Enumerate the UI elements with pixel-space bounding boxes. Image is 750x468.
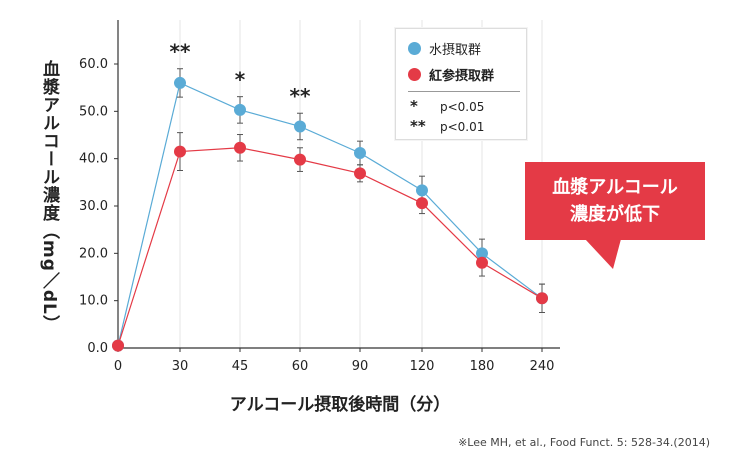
series-line-1 bbox=[117, 147, 543, 346]
significance-mark-45: * bbox=[235, 68, 246, 92]
legend-label-ginseng: 紅参摂取群 bbox=[429, 69, 495, 84]
callout-tail bbox=[585, 239, 621, 269]
y-tick-label: 20.0 bbox=[79, 246, 108, 261]
legend-item-ginseng: 紅参摂取群 bbox=[408, 65, 494, 84]
y-tick-label: 60.0 bbox=[79, 57, 108, 72]
data-point-1-240 bbox=[536, 292, 548, 305]
legend-sig-01-text: p<0.01 bbox=[440, 120, 485, 134]
legend-label-water: 水摂取群 bbox=[429, 43, 482, 58]
data-point-0-180 bbox=[476, 247, 488, 260]
legend-marker-ginseng bbox=[408, 68, 421, 81]
legend-sig-05: * p<0.05 bbox=[410, 97, 484, 115]
data-point-1-60 bbox=[294, 153, 306, 166]
significance-mark-30: ** bbox=[170, 40, 191, 64]
y-tick-label: 50.0 bbox=[79, 104, 108, 119]
y-tick-label: 0.0 bbox=[87, 341, 108, 356]
legend-divider bbox=[408, 91, 520, 92]
x-tick-label: 180 bbox=[470, 359, 495, 374]
data-point-1-120 bbox=[416, 197, 428, 210]
data-point-1-180 bbox=[476, 256, 488, 269]
data-point-0-45 bbox=[234, 103, 246, 116]
data-point-0-90 bbox=[354, 146, 366, 159]
callout-box: 血漿アルコール 濃度が低下 bbox=[525, 162, 705, 240]
legend-sig-01: ** p<0.01 bbox=[410, 117, 484, 135]
legend-sig-05-text: p<0.05 bbox=[440, 100, 485, 114]
y-axis-label: 血漿アルコール濃度（mg／dL） bbox=[39, 60, 59, 333]
x-axis-label: アルコール摂取後時間（分） bbox=[229, 395, 451, 415]
data-point-1-30 bbox=[174, 145, 186, 158]
data-point-1-90 bbox=[354, 167, 366, 180]
data-point-1-45 bbox=[234, 141, 246, 154]
legend-marker-water bbox=[408, 42, 421, 55]
legend-item-water: 水摂取群 bbox=[408, 39, 481, 58]
legend-sig-05-mark: * bbox=[410, 97, 418, 115]
significance-mark-60: ** bbox=[290, 84, 311, 108]
x-tick-label: 45 bbox=[232, 359, 249, 374]
x-tick-label: 30 bbox=[172, 359, 189, 374]
source-citation: ※Lee MH, et al., Food Funct. 5: 528-34.(… bbox=[458, 436, 710, 449]
y-tick-label: 10.0 bbox=[79, 294, 108, 309]
callout-line-1: 血漿アルコール bbox=[552, 177, 678, 198]
data-point-0-60 bbox=[294, 120, 306, 133]
x-tick-label: 240 bbox=[530, 359, 555, 374]
series-line-0 bbox=[117, 82, 543, 346]
x-tick-label: 60 bbox=[292, 359, 309, 374]
legend: 水摂取群 紅参摂取群 * p<0.05 ** p<0.01 bbox=[395, 28, 527, 140]
y-tick-label: 40.0 bbox=[79, 152, 108, 167]
x-tick-label: 120 bbox=[410, 359, 435, 374]
data-point-0-120 bbox=[416, 184, 428, 197]
data-point-1-0 bbox=[112, 339, 124, 352]
data-point-0-30 bbox=[174, 76, 186, 89]
legend-sig-01-mark: ** bbox=[410, 117, 426, 135]
x-tick-label: 0 bbox=[114, 359, 122, 374]
callout-line-2: 濃度が低下 bbox=[570, 204, 660, 225]
x-tick-label: 90 bbox=[352, 359, 369, 374]
y-tick-label: 30.0 bbox=[79, 199, 108, 214]
